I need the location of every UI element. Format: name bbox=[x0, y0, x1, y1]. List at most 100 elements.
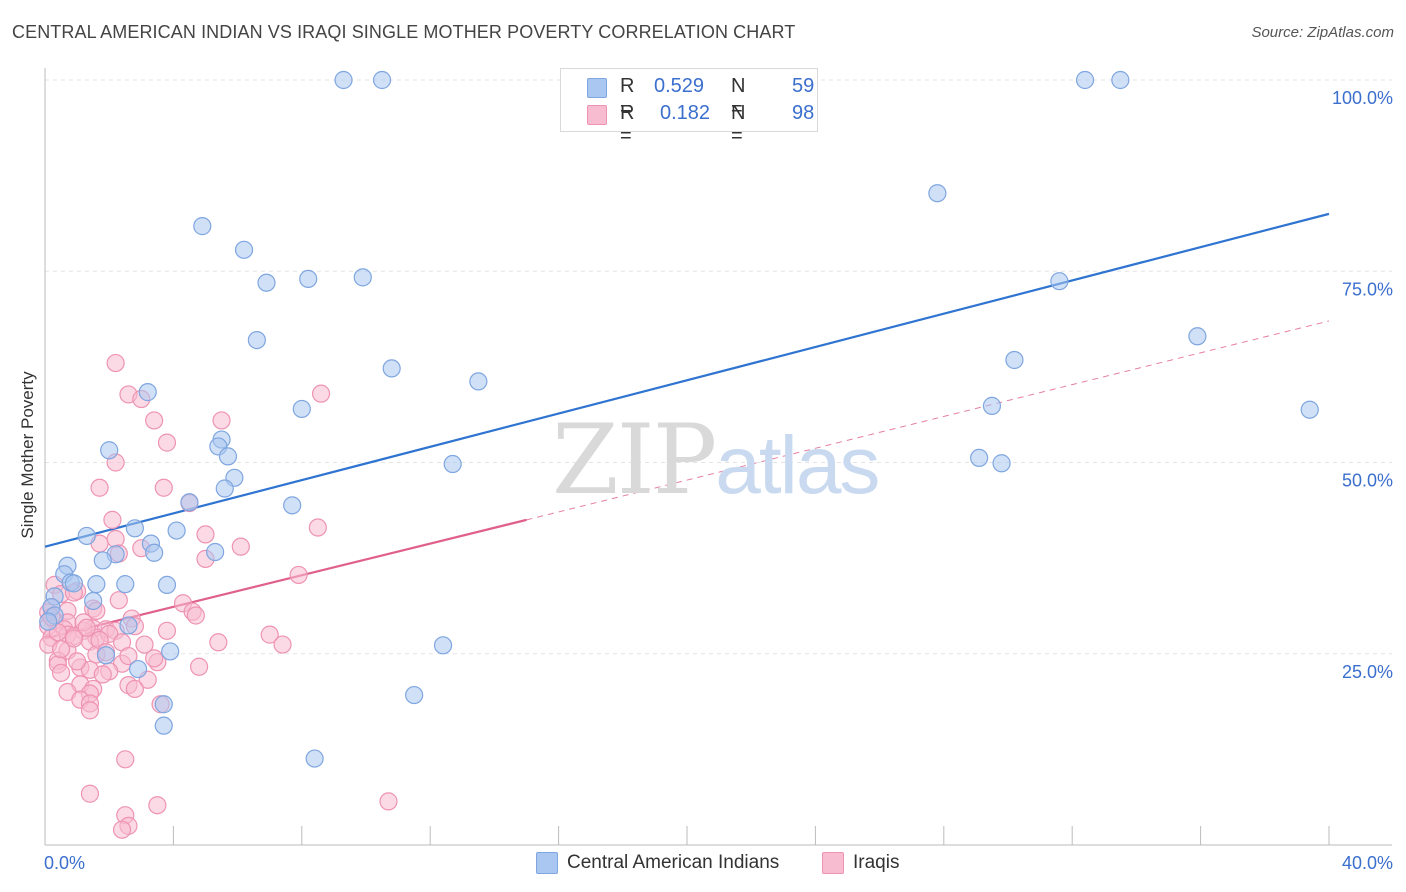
watermark-zip: ZIP bbox=[552, 404, 717, 516]
data-point-central-american bbox=[128, 659, 148, 679]
data-point-central-american bbox=[234, 240, 254, 259]
data-point-central-american bbox=[84, 591, 103, 611]
data-point-iraqi bbox=[119, 646, 138, 666]
data-point-central-american bbox=[928, 184, 947, 203]
data-point-central-american bbox=[154, 695, 173, 714]
data-point-iraqi bbox=[186, 606, 205, 625]
y-tick-label: 50.0% bbox=[1342, 471, 1393, 491]
legend-n-value: 59 bbox=[792, 75, 815, 97]
data-point-central-american bbox=[138, 383, 157, 402]
data-point-iraqi bbox=[273, 635, 292, 654]
data-point-central-american bbox=[372, 70, 392, 90]
axes bbox=[44, 68, 1392, 846]
data-point-central-american bbox=[87, 575, 106, 594]
data-point-iraqi bbox=[109, 591, 128, 610]
data-point-iraqi bbox=[90, 478, 109, 497]
data-point-central-american bbox=[180, 493, 199, 512]
legend-n-label: N = bbox=[731, 75, 746, 120]
trend-line-0 bbox=[44, 212, 1330, 548]
data-point-iraqi bbox=[308, 518, 327, 537]
data-point-central-american bbox=[257, 273, 276, 292]
data-point-central-american bbox=[145, 543, 164, 562]
data-point-central-american bbox=[215, 479, 234, 498]
data-point-iraqi bbox=[231, 537, 250, 556]
data-point-central-american bbox=[283, 496, 302, 515]
data-point-central-american bbox=[125, 519, 144, 538]
data-point-iraqi bbox=[145, 649, 164, 668]
legend-r-label: R = bbox=[620, 75, 635, 120]
data-point-central-american bbox=[193, 217, 212, 236]
y-tick-label: 25.0% bbox=[1342, 662, 1393, 682]
data-point-central-american bbox=[96, 646, 116, 665]
data-point-iraqi bbox=[51, 663, 71, 682]
data-point-central-american bbox=[154, 716, 173, 735]
data-point-central-american bbox=[39, 612, 58, 631]
bottom-legend-swatch-pink bbox=[822, 852, 844, 874]
data-point-iraqi bbox=[112, 820, 132, 839]
data-point-central-american bbox=[1188, 327, 1207, 346]
data-point-iraqi bbox=[77, 618, 96, 637]
data-point-iraqi bbox=[157, 433, 177, 452]
legend-r-value: 0.529 bbox=[654, 75, 705, 97]
tick-labels: 25.0% 50.0% 75.0% 100.0% 0.0% 40.0% bbox=[44, 88, 1393, 873]
data-point-central-american bbox=[405, 685, 424, 705]
bottom-legend-label: Iraqis bbox=[853, 852, 900, 873]
data-point-central-american bbox=[119, 616, 138, 635]
data-point-iraqi bbox=[67, 652, 87, 671]
data-point-iraqi bbox=[311, 384, 331, 403]
data-point-central-american bbox=[292, 399, 311, 419]
data-point-iraqi bbox=[189, 657, 209, 676]
data-point-central-american bbox=[1300, 400, 1319, 419]
data-point-central-american bbox=[1111, 70, 1130, 90]
data-point-central-american bbox=[64, 574, 83, 593]
data-point-iraqi bbox=[64, 629, 83, 648]
legend-swatch-blue bbox=[587, 78, 607, 98]
data-point-iraqi bbox=[51, 640, 71, 659]
data-point-iraqi bbox=[196, 525, 215, 544]
legend-r-label: R = bbox=[620, 102, 635, 147]
data-point-iraqi bbox=[116, 750, 135, 769]
data-point-central-american bbox=[433, 636, 453, 655]
data-point-central-american bbox=[382, 359, 401, 378]
data-point-iraqi bbox=[154, 478, 173, 497]
data-point-iraqi bbox=[106, 353, 125, 373]
data-point-central-american bbox=[161, 642, 180, 661]
data-point-central-american bbox=[334, 70, 353, 90]
correlation-legend: R = 0.529 N = 59 R = 0.182 N = 98 bbox=[560, 68, 818, 147]
data-point-iraqi bbox=[135, 635, 154, 654]
bottom-legend-swatch-blue bbox=[536, 852, 558, 874]
data-point-iraqi bbox=[260, 625, 279, 644]
trend-line-extension-1 bbox=[526, 320, 1330, 521]
data-point-central-american bbox=[982, 396, 1002, 415]
x-tick-label: 40.0% bbox=[1342, 853, 1393, 873]
data-point-iraqi bbox=[145, 411, 164, 430]
data-point-iraqi bbox=[209, 633, 228, 652]
data-point-central-american bbox=[157, 575, 177, 595]
data-point-iraqi bbox=[125, 679, 144, 699]
data-point-central-american bbox=[77, 526, 96, 546]
legend-n-label: N = bbox=[731, 102, 746, 147]
data-point-iraqi bbox=[103, 510, 122, 529]
data-point-iraqi bbox=[289, 565, 308, 585]
legend-n-value: 98 bbox=[792, 102, 815, 124]
data-point-central-american bbox=[1005, 350, 1024, 370]
data-point-central-american bbox=[247, 331, 266, 350]
y-tick-label: 75.0% bbox=[1342, 279, 1393, 299]
data-point-central-american bbox=[167, 521, 186, 540]
watermark: ZIPatlas bbox=[552, 404, 880, 516]
x-tick-label: 0.0% bbox=[44, 853, 85, 873]
data-point-central-american bbox=[992, 454, 1011, 473]
scatter-points bbox=[39, 70, 1319, 839]
data-point-central-american bbox=[469, 372, 488, 391]
data-point-central-american bbox=[93, 551, 112, 570]
data-point-central-american bbox=[443, 454, 462, 474]
data-point-central-american bbox=[100, 441, 119, 460]
data-point-iraqi bbox=[93, 665, 112, 684]
data-point-central-american bbox=[353, 268, 372, 287]
data-point-iraqi bbox=[157, 621, 177, 640]
y-tick-label: 100.0% bbox=[1332, 88, 1393, 108]
data-point-central-american bbox=[299, 269, 318, 288]
data-point-central-american bbox=[1075, 70, 1095, 90]
source-credit: Source: ZipAtlas.com bbox=[1251, 24, 1394, 41]
